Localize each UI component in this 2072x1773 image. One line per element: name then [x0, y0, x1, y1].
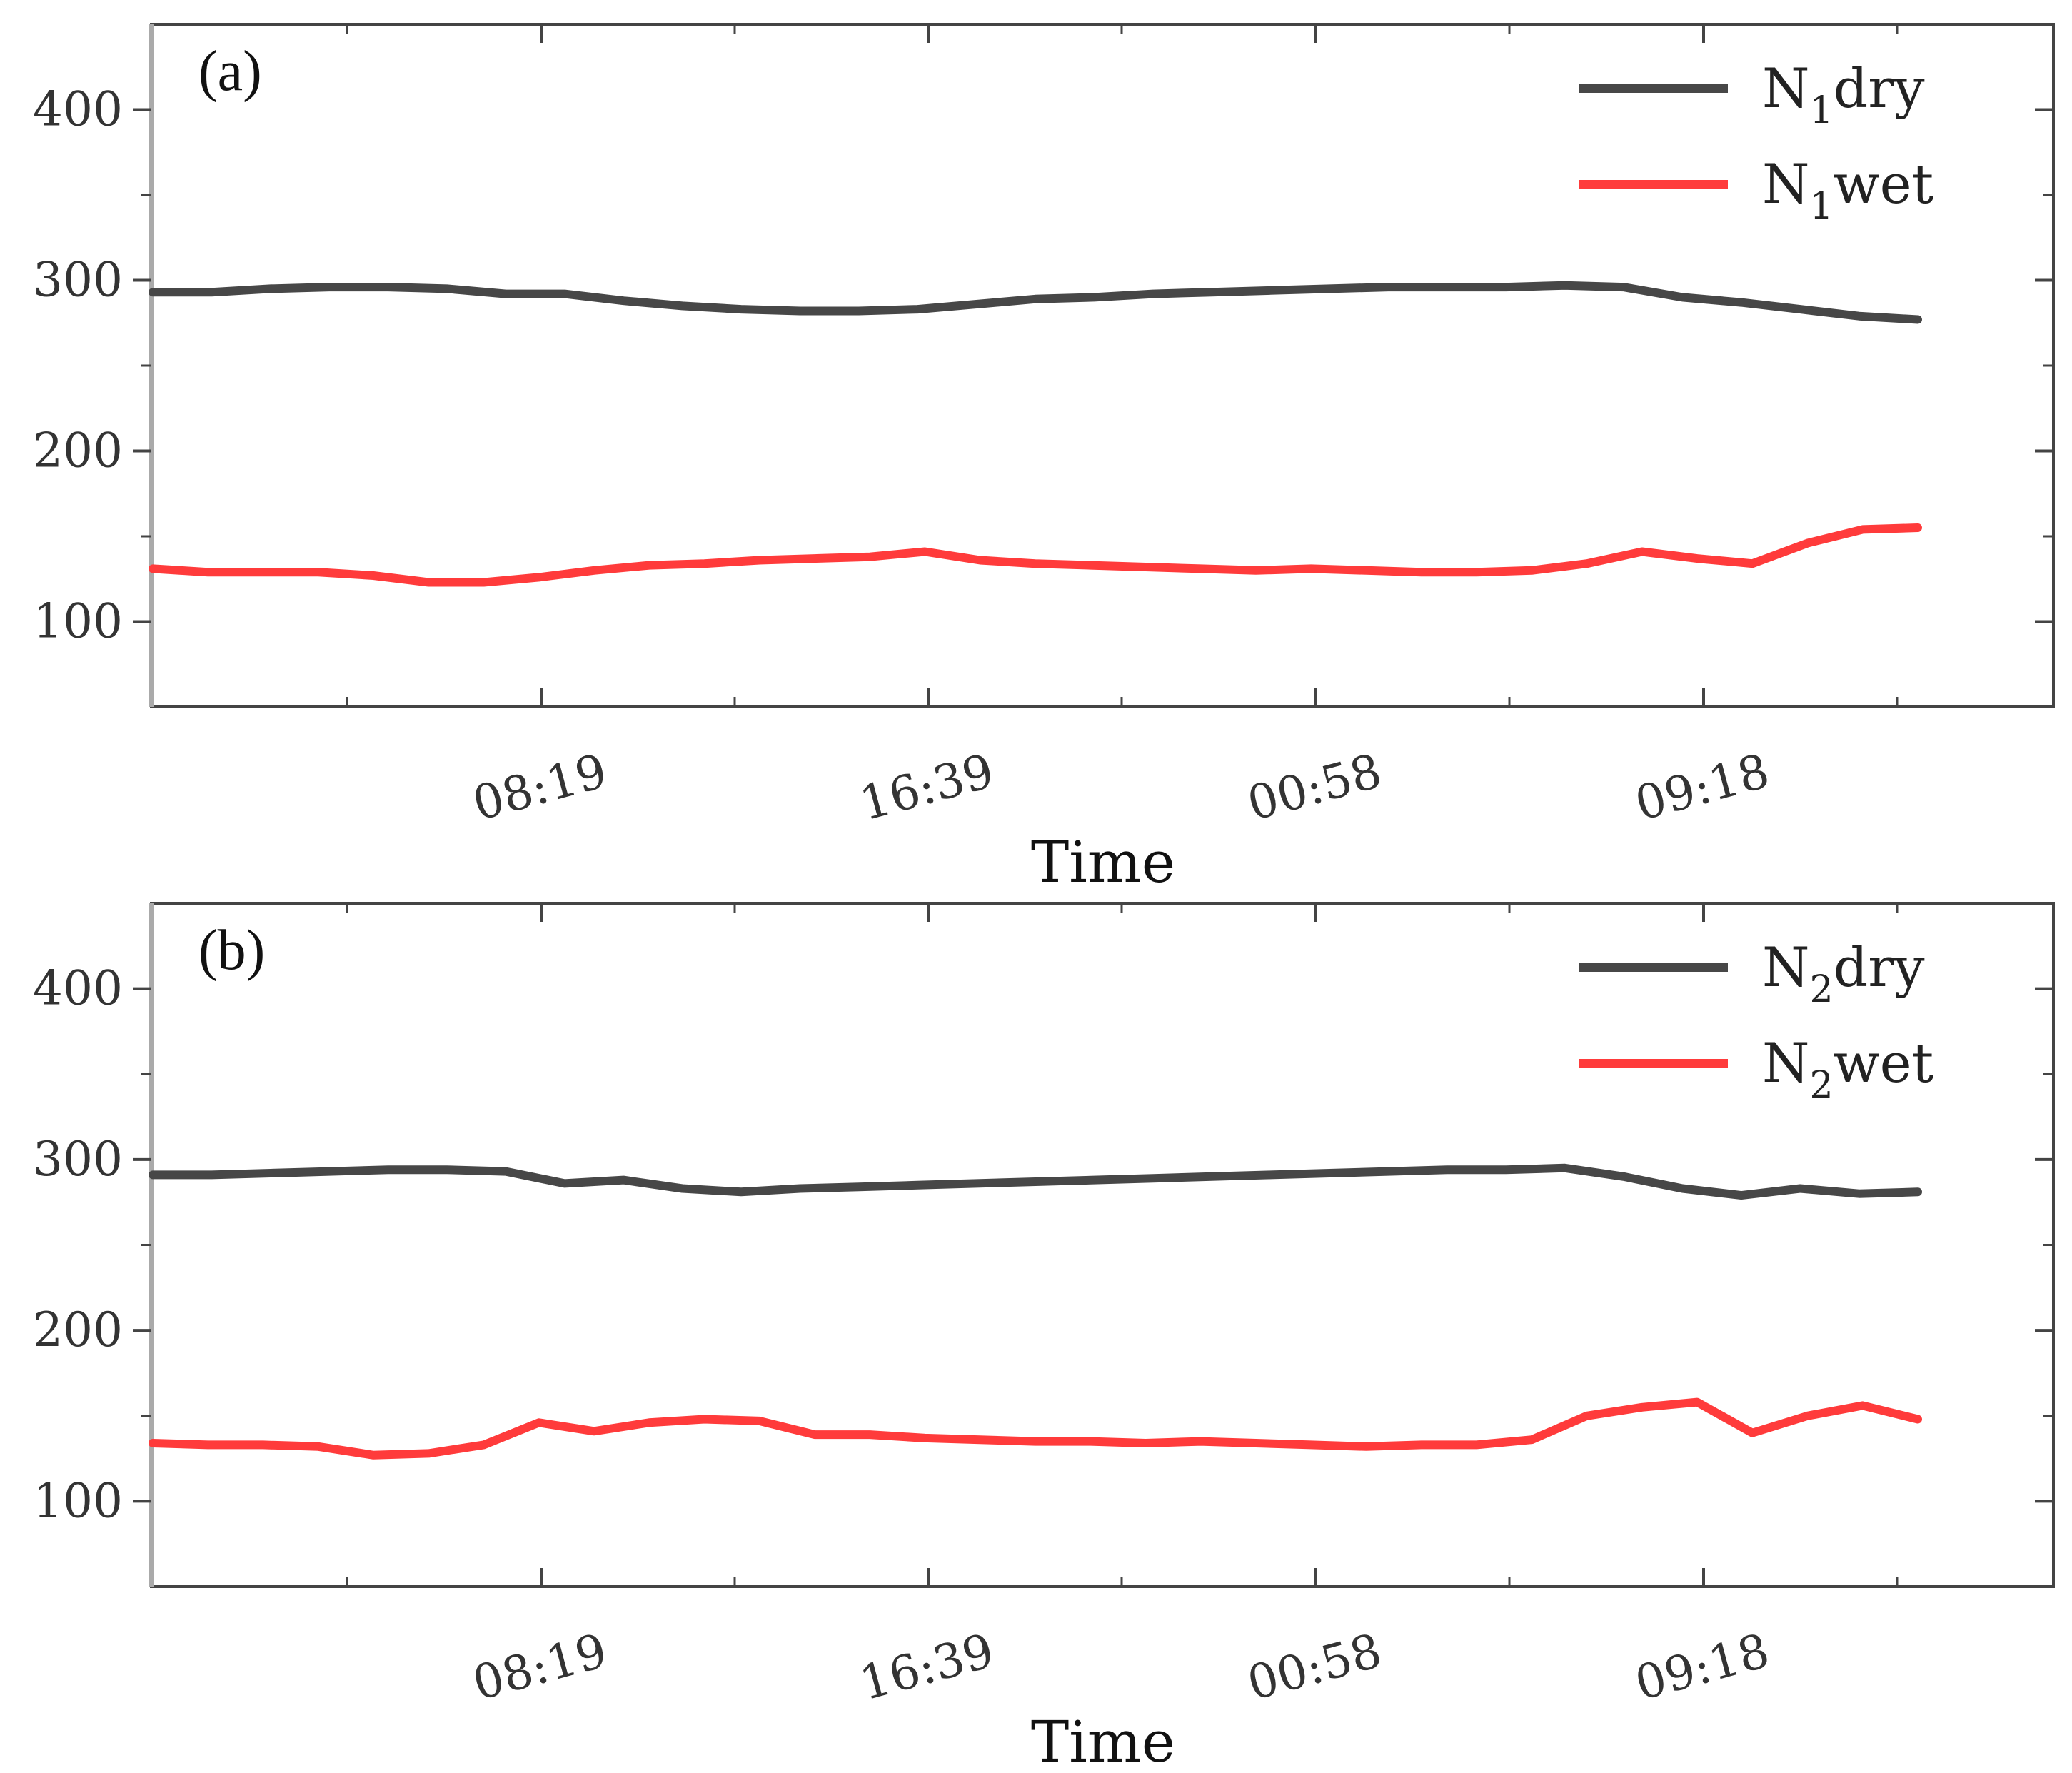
y-tick-label: 300 [33, 253, 123, 308]
panel-label: (a) [198, 40, 262, 103]
x-tick-label: 00:58 [1242, 743, 1387, 832]
x-tick-label: 16:39 [854, 743, 1000, 832]
y-tick-label: 400 [33, 82, 123, 137]
y-tick-label: 200 [33, 1302, 123, 1357]
x-axis-title: Time [1031, 1709, 1175, 1773]
x-tick-label: 08:19 [467, 743, 613, 832]
x-tick-label: 00:58 [1242, 1623, 1387, 1712]
x-tick-label: 09:18 [1629, 1623, 1775, 1712]
panel-label: (b) [198, 919, 265, 982]
x-axis-title: Time [1031, 829, 1175, 895]
series-line-wet [149, 1397, 1922, 1460]
y-tick-label: 100 [33, 1473, 123, 1528]
plot-frame [150, 23, 2055, 708]
legend-label-wet: N2wet [1762, 1031, 1933, 1107]
chart-panel-1: 100 200 300 400 08:19 16:39 00:58 09:18 Time (a) N… [33, 23, 2055, 895]
legend-label-wet: N1wet [1762, 152, 1933, 228]
x-tick-label: 09:18 [1629, 743, 1775, 832]
y-tick-label: 100 [33, 594, 123, 649]
legend-label-dry: N2dry [1762, 935, 1925, 1011]
y-tick-label: 400 [33, 961, 123, 1016]
chart-panel-2: 100 200 300 400 08:19 16:39 00:58 09:18 Time (b) N… [33, 902, 2055, 1773]
x-tick-label: 08:19 [467, 1623, 613, 1712]
x-tick-label: 16:39 [854, 1623, 1000, 1712]
y-tick-label: 200 [33, 423, 123, 478]
plot-frame [150, 902, 2055, 1588]
legend-label-dry: N1dry [1762, 56, 1925, 132]
series-line-dry [149, 281, 1922, 324]
series-line-wet [149, 523, 1922, 587]
series-line-dry [149, 1163, 1922, 1200]
y-tick-label: 300 [33, 1132, 123, 1187]
